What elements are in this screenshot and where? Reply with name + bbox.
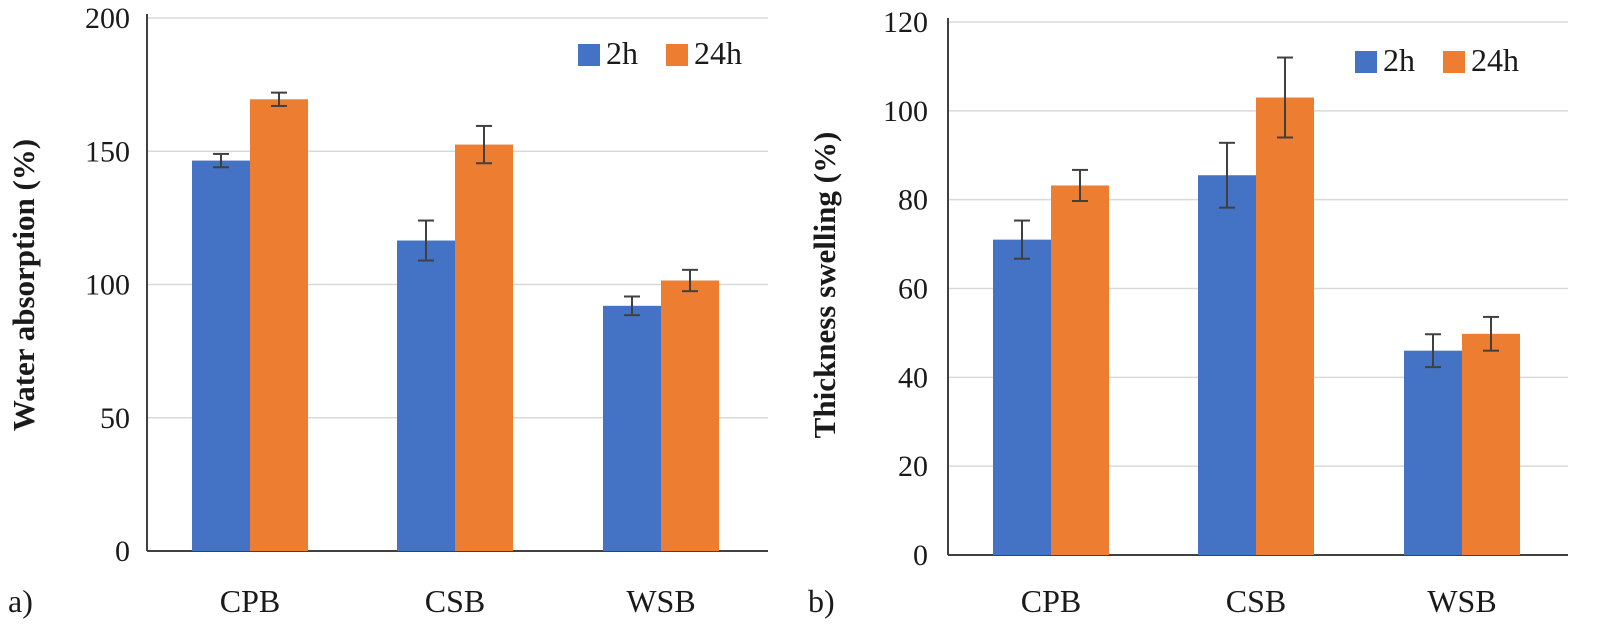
panel-label: a) [8, 583, 33, 619]
panel-a: 0 50 100 150 200 CPB CSB WSB Water absorption (%… [6, 2, 768, 619]
panel-b: 0 20 40 60 80 100 120 CPB CSB WSB Thickness swelli… [807, 6, 1568, 619]
legend-swatch-24h [666, 44, 688, 66]
legend-swatch-24h [1443, 51, 1465, 73]
bar-2h-cpb [993, 239, 1051, 555]
x-tick-label: CSB [425, 583, 485, 619]
legend-label-2h: 2h [1383, 42, 1415, 78]
bar-24h-cpb [1051, 185, 1109, 555]
y-tick-label: 50 [100, 402, 130, 435]
panel-label: b) [808, 583, 835, 619]
bar-2h-csb [397, 240, 455, 551]
y-tick-label: 200 [85, 2, 130, 35]
bar-24h-csb [1256, 97, 1314, 555]
legend-label-24h: 24h [1471, 42, 1519, 78]
legend-swatch-2h [1355, 51, 1377, 73]
y-tick-label: 0 [913, 539, 928, 572]
y-tick-label: 100 [883, 95, 928, 128]
y-tick-label: 120 [883, 6, 928, 39]
y-tick-label: 20 [898, 450, 928, 483]
x-tick-label: WSB [1427, 583, 1496, 619]
x-tick-label: CPB [1021, 583, 1081, 619]
bar-2h-wsb [1404, 350, 1462, 555]
bar-24h-wsb [661, 280, 719, 551]
legend-swatch-2h [578, 44, 600, 66]
y-tick-label: 80 [898, 184, 928, 217]
y-axis-title: Water absorption (%) [6, 139, 41, 431]
bar-2h-csb [1198, 175, 1256, 556]
y-tick-label: 40 [898, 361, 928, 394]
bar-24h-csb [455, 144, 513, 551]
legend-label-24h: 24h [694, 35, 742, 71]
bar-24h-wsb [1462, 333, 1520, 555]
x-tick-label: CSB [1226, 583, 1286, 619]
y-axis-title: Thickness swelling (%) [807, 132, 842, 439]
x-tick-label: WSB [626, 583, 695, 619]
y-tick-label: 150 [85, 135, 130, 168]
y-tick-label: 100 [85, 269, 130, 302]
legend-label-2h: 2h [606, 35, 638, 71]
bar-2h-cpb [192, 160, 250, 551]
y-tick-label: 60 [898, 273, 928, 306]
y-tick-label: 0 [115, 535, 130, 568]
bar-24h-cpb [250, 99, 308, 551]
x-tick-label: CPB [220, 583, 280, 619]
bar-2h-wsb [603, 305, 661, 551]
